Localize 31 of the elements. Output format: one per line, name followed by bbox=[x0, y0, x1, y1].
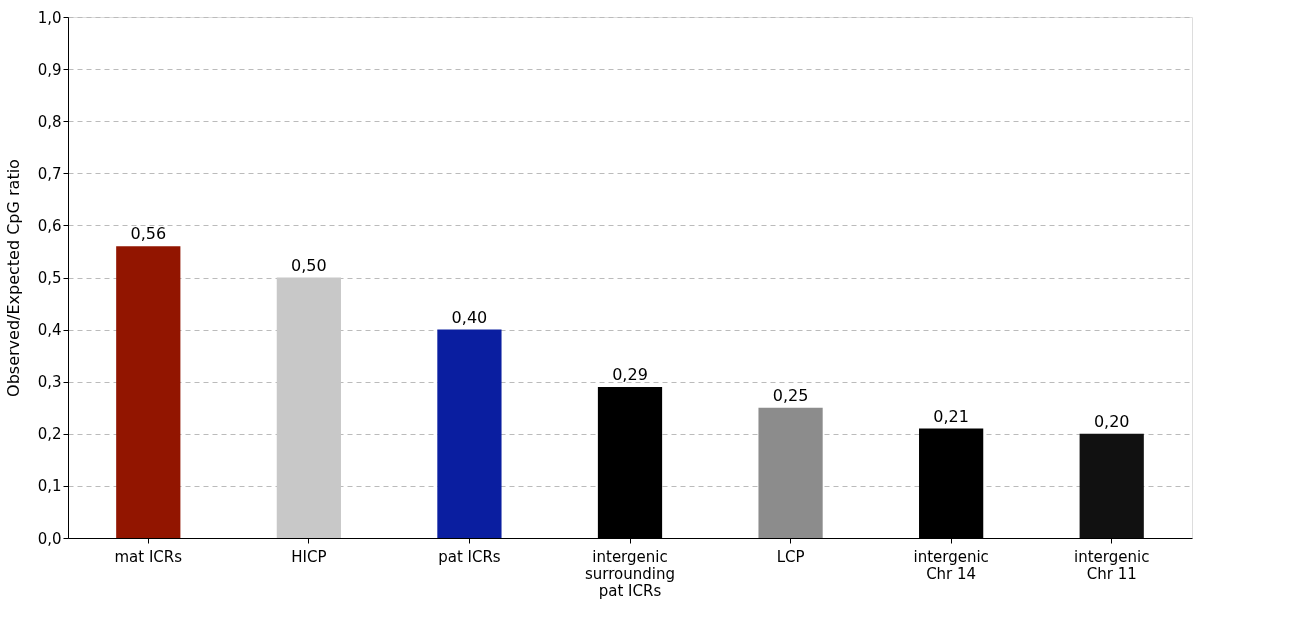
y-tick-label: 0,3 bbox=[37, 373, 62, 392]
data-label: 0,20 bbox=[1093, 411, 1130, 431]
x-tick-label: mat ICRs bbox=[114, 547, 183, 566]
data-label: 0,25 bbox=[772, 385, 809, 405]
x-tick-label: intergenic Chr 11 bbox=[1074, 547, 1150, 583]
y-tick-label: 1,0 bbox=[37, 8, 62, 27]
y-tick-label: 0,7 bbox=[37, 164, 62, 183]
x-tick-label: pat ICRs bbox=[438, 547, 501, 566]
x-tick-label: LCP bbox=[776, 547, 805, 566]
y-tick-label: 0,1 bbox=[37, 477, 62, 496]
y-tick-label: 0,0 bbox=[37, 529, 62, 548]
bar bbox=[276, 277, 341, 538]
bar bbox=[437, 329, 502, 538]
y-tick-label: 0,2 bbox=[37, 425, 62, 444]
data-label: 0,40 bbox=[451, 307, 488, 327]
data-label: 0,29 bbox=[612, 364, 648, 384]
data-label: 0,21 bbox=[933, 406, 969, 426]
bar bbox=[758, 407, 823, 538]
x-tick-label: intergenic Chr 14 bbox=[913, 547, 989, 583]
bar bbox=[116, 246, 181, 538]
y-tick-label: 0,8 bbox=[37, 112, 62, 131]
y-axis-title: Observed/Expected CpG ratio bbox=[3, 159, 23, 397]
data-label: 0,50 bbox=[291, 255, 327, 275]
y-tick-label: 0,5 bbox=[37, 269, 62, 287]
y-tick-label: 0,9 bbox=[37, 60, 62, 79]
data-label: 0,56 bbox=[130, 224, 167, 244]
bar bbox=[1079, 433, 1144, 538]
x-tick-label: HICP bbox=[291, 547, 327, 566]
x-tick-label: intergenic surrounding pat ICRs bbox=[585, 547, 675, 600]
y-tick-label: 0,4 bbox=[37, 321, 62, 340]
y-tick-label: 0,6 bbox=[37, 216, 62, 235]
